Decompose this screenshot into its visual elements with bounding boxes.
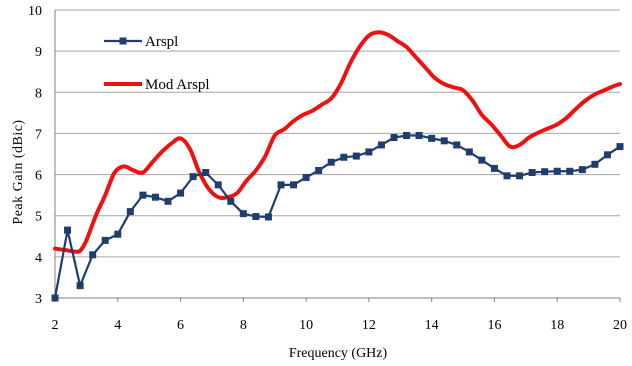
x-axis-title: Frequency (GHz) [289,346,388,361]
y-tick-label: 4 [35,251,42,266]
data-point-arspl [516,172,524,180]
y-tick-label: 3 [35,292,42,307]
data-point-arspl [377,141,385,149]
x-tick-label: 8 [240,318,247,333]
data-point-arspl [465,148,473,156]
legend-item-mod-arspl: Mod Arspl [104,77,210,93]
data-point-arspl [528,169,536,177]
data-point-arspl [189,173,197,181]
x-tick-label: 20 [613,318,627,333]
data-point-arspl [390,134,398,142]
data-point-arspl [591,160,599,168]
axes [54,10,621,302]
data-series [51,30,624,302]
data-point-arspl [340,153,348,161]
data-point-arspl [64,226,72,234]
data-point-arspl [114,230,122,238]
y-tick-label: 10 [28,4,42,19]
series-arspl [51,131,624,302]
data-point-arspl [616,143,624,151]
data-point-arspl [202,169,210,177]
series-line-arspl [53,134,621,299]
x-tick-label: 4 [114,318,121,333]
y-tick-label: 7 [35,127,42,142]
x-tick-label: 6 [177,318,184,333]
data-point-arspl [566,167,574,175]
data-point-arspl [415,131,423,139]
y-axis-title: Peak Gain (dBic) [11,119,26,224]
data-point-arspl [352,152,360,160]
data-point-arspl [76,282,84,290]
data-point-arspl [290,181,298,189]
x-tick-label: 18 [550,318,564,333]
y-tick-label: 9 [35,45,42,60]
x-tick-label: 14 [425,318,439,333]
data-point-arspl [541,168,549,176]
legend: Arspl Mod Arspl [104,34,210,93]
legend-item-arspl: Arspl [104,34,178,50]
x-tick-label: 10 [299,318,313,333]
tick-labels: 3 4 5 6 7 8 9 10 2 4 6 8 10 12 14 16 18 20 [28,4,627,333]
data-point-arspl [553,167,561,175]
data-point-arspl [139,191,147,199]
data-point-arspl [403,131,411,139]
data-point-arspl [177,189,185,197]
data-point-arspl [264,213,272,221]
x-tick-label: 2 [52,318,59,333]
data-point-arspl [315,166,323,174]
data-point-arspl [214,181,222,189]
x-tick-label: 12 [362,318,376,333]
data-point-arspl [440,137,448,145]
series-mod-arspl [53,30,622,254]
y-tick-label: 8 [35,86,42,101]
data-point-arspl [51,294,59,302]
legend-marker-arspl [119,37,127,45]
data-point-arspl [578,166,586,174]
data-point-arspl [239,210,247,218]
data-point-arspl [164,197,172,205]
data-point-arspl [126,208,134,216]
data-point-arspl [151,193,159,201]
y-tick-label: 5 [35,210,42,225]
series-line-mod-arspl [53,30,622,254]
data-point-arspl [227,197,235,205]
data-point-arspl [89,251,97,259]
data-point-arspl [302,173,310,181]
x-tick-label: 16 [487,318,501,333]
data-point-arspl [327,158,335,166]
legend-label-arspl: Arspl [145,34,178,50]
data-point-arspl [603,151,611,159]
data-point-arspl [453,141,461,149]
data-point-arspl [428,134,436,142]
data-point-arspl [503,172,511,180]
legend-label-mod-arspl: Mod Arspl [145,77,210,93]
data-point-arspl [101,236,109,244]
data-point-arspl [252,213,260,221]
y-tick-label: 6 [35,169,42,184]
data-point-arspl [365,148,373,156]
data-point-arspl [277,181,285,189]
data-point-arspl [478,156,486,164]
data-point-arspl [490,164,498,172]
